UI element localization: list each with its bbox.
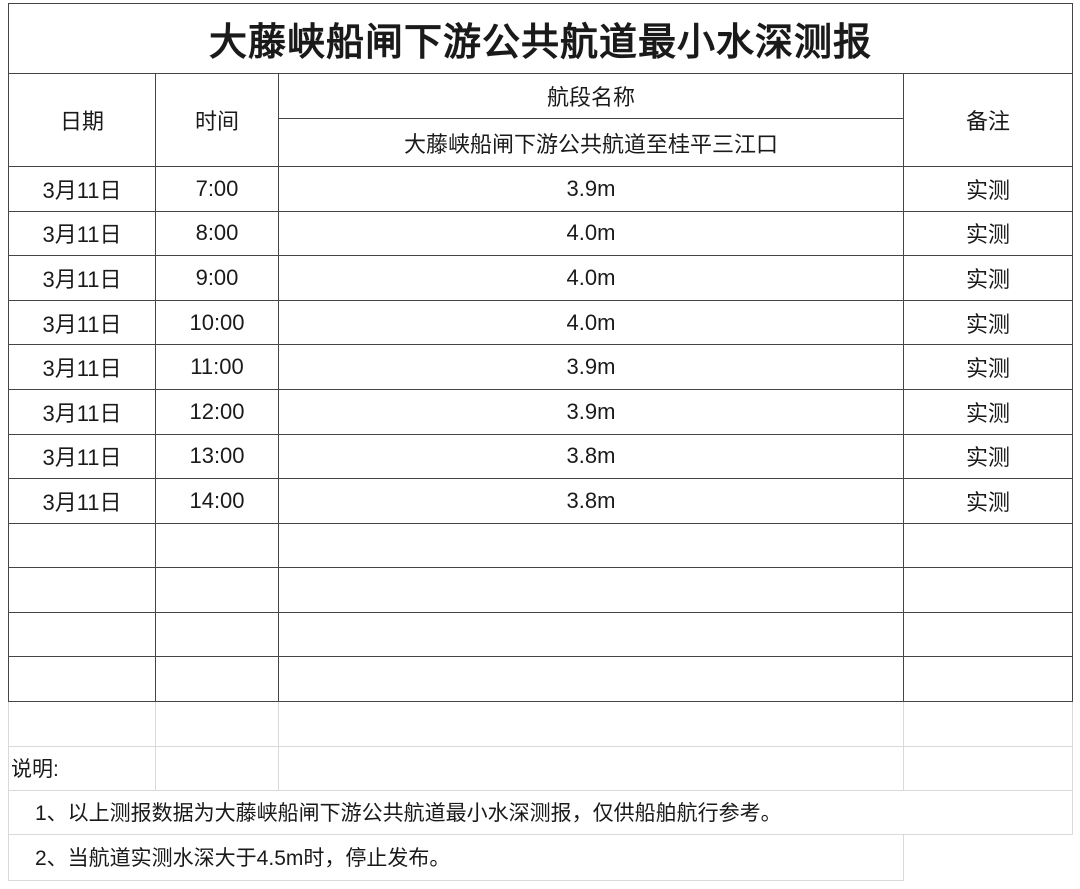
depth-cell: 3.8m <box>278 433 904 480</box>
note-row: 1、以上测报数据为大藤峡船闸下游公共航道最小水深测报，仅供船舶航行参考。 <box>7 790 1074 835</box>
empty-row <box>8 522 1074 569</box>
empty-row <box>8 611 1074 658</box>
water-depth-table: 大藤峡船闸下游公共航道最小水深测报 日期 时间 航段名称 备注 大藤峡船闸下游公… <box>7 3 1074 881</box>
remark-cell: 实测 <box>902 255 1074 301</box>
date-cell: 3月11日 <box>8 299 156 346</box>
table-row: 3月11日 14:00 3.8m 实测 <box>8 478 1074 524</box>
table-row: 3月11日 7:00 3.9m 实测 <box>8 166 1074 212</box>
date-cell: 3月11日 <box>8 166 156 212</box>
time-cell: 12:00 <box>155 388 279 435</box>
note-row: 2、当航道实测水深大于4.5m时，停止发布。 <box>8 834 1073 881</box>
title-row: 大藤峡船闸下游公共航道最小水深测报 <box>7 3 1074 74</box>
time-cell: 8:00 <box>155 210 279 257</box>
depth-cell: 3.9m <box>278 344 904 390</box>
time-cell: 10:00 <box>155 299 279 346</box>
table-row: 3月11日 9:00 4.0m 实测 <box>8 255 1074 301</box>
remark-cell: 实测 <box>902 433 1074 480</box>
col-header-time: 时间 <box>155 73 279 167</box>
remark-cell: 实测 <box>902 344 1074 390</box>
col-header-segment: 航段名称 <box>278 73 904 119</box>
depth-cell: 4.0m <box>278 210 904 257</box>
remark-cell: 实测 <box>902 478 1074 524</box>
table-row: 3月11日 12:00 3.9m 实测 <box>8 388 1074 435</box>
notes-label: 说明: <box>8 746 156 791</box>
date-cell: 3月11日 <box>8 255 156 301</box>
header-row: 日期 时间 航段名称 备注 <box>8 73 1074 167</box>
date-cell: 3月11日 <box>8 388 156 435</box>
depth-cell: 4.0m <box>278 255 904 301</box>
remark-cell: 实测 <box>902 299 1074 346</box>
col-header-date: 日期 <box>8 73 156 167</box>
table-row: 3月11日 13:00 3.8m 实测 <box>8 433 1074 480</box>
time-cell: 14:00 <box>155 478 279 524</box>
time-cell: 9:00 <box>155 255 279 301</box>
depth-cell: 3.8m <box>278 478 904 524</box>
note-item-1: 1、以上测报数据为大藤峡船闸下游公共航道最小水深测报，仅供船舶航行参考。 <box>7 790 1074 835</box>
date-cell: 3月11日 <box>8 478 156 524</box>
remark-cell: 实测 <box>902 388 1074 435</box>
depth-cell: 3.9m <box>278 166 904 212</box>
time-cell: 13:00 <box>155 433 279 480</box>
date-cell: 3月11日 <box>8 210 156 257</box>
depth-cell: 4.0m <box>278 299 904 346</box>
subheader-row: 大藤峡船闸下游公共航道至桂平三江口 <box>9 118 1073 167</box>
table-row: 3月11日 11:00 3.9m 实测 <box>8 344 1074 390</box>
empty-row <box>8 656 1074 702</box>
notes-label-row: 说明: <box>8 746 1074 791</box>
date-cell: 3月11日 <box>8 344 156 390</box>
table-row: 3月11日 10:00 4.0m 实测 <box>8 299 1074 346</box>
date-cell: 3月11日 <box>8 433 156 480</box>
remark-cell: 实测 <box>902 166 1074 212</box>
spreadsheet-empty-row <box>8 701 1074 747</box>
time-cell: 11:00 <box>155 344 279 390</box>
remark-cell: 实测 <box>902 210 1074 257</box>
time-cell: 7:00 <box>155 166 279 212</box>
table-row: 3月11日 8:00 4.0m 实测 <box>8 210 1074 257</box>
note-item-2: 2、当航道实测水深大于4.5m时，停止发布。 <box>8 834 904 881</box>
page-title: 大藤峡船闸下游公共航道最小水深测报 <box>7 3 1074 74</box>
segment-subheader: 大藤峡船闸下游公共航道至桂平三江口 <box>278 118 904 167</box>
depth-cell: 3.9m <box>278 388 904 435</box>
col-header-remark: 备注 <box>902 73 1074 167</box>
empty-row <box>8 567 1074 613</box>
